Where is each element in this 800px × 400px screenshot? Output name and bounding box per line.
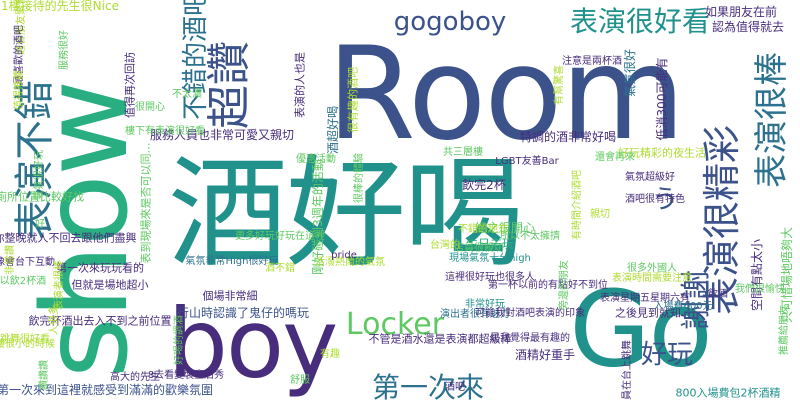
- word: 表演很棒: [752, 52, 792, 188]
- word: 飲完2杯: [462, 178, 506, 192]
- word: 服務很好: [59, 30, 70, 70]
- word: 特調的酒非常好喝: [519, 130, 617, 144]
- word: 可以飲2杯酒: [0, 276, 47, 287]
- word: 800入場費包2杯酒精: [675, 386, 781, 400]
- word: 表演星期五星期六有: [600, 293, 690, 304]
- word: 表到現場來是否可以同…: [139, 142, 153, 264]
- word: 第一次來: [371, 371, 485, 400]
- word: 是我覺得最有趣的: [490, 333, 570, 344]
- word: 廁所位置比較好找: [0, 190, 84, 204]
- word: 表演很好看: [569, 5, 711, 38]
- word: 好喝的調酒: [174, 315, 185, 365]
- word: う: [651, 185, 679, 215]
- word: 值得推薦: [14, 70, 25, 110]
- word: 8去看變裝皇后秀: [147, 370, 225, 381]
- word: 注意是兩杯酒: [562, 56, 622, 67]
- word: 所以不太擁擠: [500, 231, 560, 242]
- word: 酒吧很有特色: [625, 194, 685, 205]
- word: 台灣的: [430, 240, 460, 251]
- word: 好玩: [640, 340, 694, 370]
- word: 更多好玩好玩在這裡: [235, 231, 325, 242]
- word: 表演者很棒: [54, 260, 65, 310]
- word: pride: [331, 250, 357, 261]
- word: 之後見到就知: [615, 306, 681, 320]
- word: 店員很親切: [454, 243, 504, 254]
- word: 超讚: [204, 41, 255, 129]
- word: Go: [569, 268, 713, 391]
- word: 很棒的體驗: [354, 153, 365, 203]
- word: 氣氛很好玩: [34, 150, 45, 200]
- word: 入場費600元: [653, 301, 713, 312]
- word: 酒吧: [445, 382, 465, 393]
- word: 值得再次回訪: [123, 52, 137, 118]
- word: 這裡很好玩也很多人: [445, 272, 535, 283]
- word: 酒精好重手: [514, 348, 576, 362]
- word: 生日去玩: [465, 237, 515, 251]
- word: 親切: [590, 209, 610, 220]
- word: 推薦給朋友: [779, 305, 790, 355]
- word: 有趣: [320, 349, 340, 360]
- word: 飲酒: [708, 289, 728, 300]
- word: 很開心: [135, 102, 165, 113]
- word: 第一次來玩玩看的: [56, 261, 144, 275]
- word: 低消300可能有: [655, 57, 669, 141]
- word: 非常讚: [5, 245, 16, 275]
- word: Room: [326, 20, 685, 169]
- word: 但就是場地超小: [71, 278, 149, 292]
- word: 個場非常細: [202, 289, 258, 303]
- word: Locker: [345, 307, 445, 342]
- word: 好玩精彩的夜生活: [618, 146, 706, 160]
- word: 酒不錯: [265, 263, 295, 274]
- word: 行山時認識了鬼仔的嗎玩: [176, 306, 310, 320]
- word: gogoboy: [393, 7, 507, 37]
- word: 氣氛很好: [623, 48, 637, 98]
- word: 氣氛超級好: [625, 172, 675, 183]
- word: 讚讚讚: [39, 360, 50, 390]
- word: 旁邊的朋友: [559, 260, 570, 310]
- word: 不太濃: [172, 89, 202, 100]
- word: 很多外國人: [627, 263, 677, 274]
- word: 高大的先生: [110, 372, 160, 383]
- word: 有幫驚喜: [554, 65, 565, 105]
- word: 認為值得就去: [711, 20, 785, 34]
- word: 優惠活動: [296, 154, 336, 165]
- word: 可能我對酒吧表演的印象: [475, 308, 585, 319]
- word: 不管是酒水還是表演都超級棒: [368, 332, 512, 346]
- word: 不錯的地方: [458, 224, 508, 235]
- word: 總之很開心: [474, 221, 536, 235]
- word: 空間有點太小: [750, 238, 764, 312]
- word: 服務人員也非常可愛又親切: [149, 128, 295, 142]
- word: 非常好玩: [465, 299, 505, 310]
- word: 酒好喝: [168, 145, 524, 284]
- word: 很有趣的酒吧: [346, 67, 360, 133]
- word: 表演時間需要注意: [612, 273, 692, 284]
- word: 共三層樓: [443, 147, 483, 158]
- word: LGBT友善Bar: [495, 156, 559, 167]
- word: 我們很愉快: [735, 284, 785, 295]
- word: 活潑熱鬧的氣氛: [315, 257, 385, 268]
- word: 好: [35, 219, 45, 230]
- word: 跳舞很好看: [0, 334, 50, 345]
- word: 有時間介紹酒吧: [572, 170, 583, 240]
- word: 樓下有表演很好看: [125, 126, 205, 137]
- word: 如果朋友在前: [704, 5, 778, 19]
- word: 想像會台下互動: [0, 257, 55, 268]
- word: 你整晚就人不回去跟他們盡興: [0, 231, 137, 245]
- word: 演出者很有魅力: [440, 309, 510, 320]
- word: boy: [167, 289, 339, 400]
- word: 酒超好喝: [326, 105, 340, 155]
- word: 還會再來: [595, 152, 635, 163]
- word: 1樓接待的先生很Nice: [1, 0, 119, 13]
- word: 第一次來到這裡就感受到滿滿的歡樂氛圍: [0, 383, 214, 397]
- word: 第一杯以前的有點好不到位: [488, 280, 608, 291]
- word: 演員在台上跳舞: [622, 340, 633, 400]
- word: 現場氣氛十分high: [449, 253, 531, 264]
- word: 飲完杯酒出去入不到之前位置: [28, 314, 172, 328]
- word: 舒服: [290, 375, 310, 386]
- word: 一樓很小的時候: [0, 339, 55, 350]
- word: 表演的人也是: [293, 52, 307, 118]
- word: 不錯的酒吧: [181, 0, 211, 121]
- word: 氣氛非常High很好玩: [185, 256, 279, 267]
